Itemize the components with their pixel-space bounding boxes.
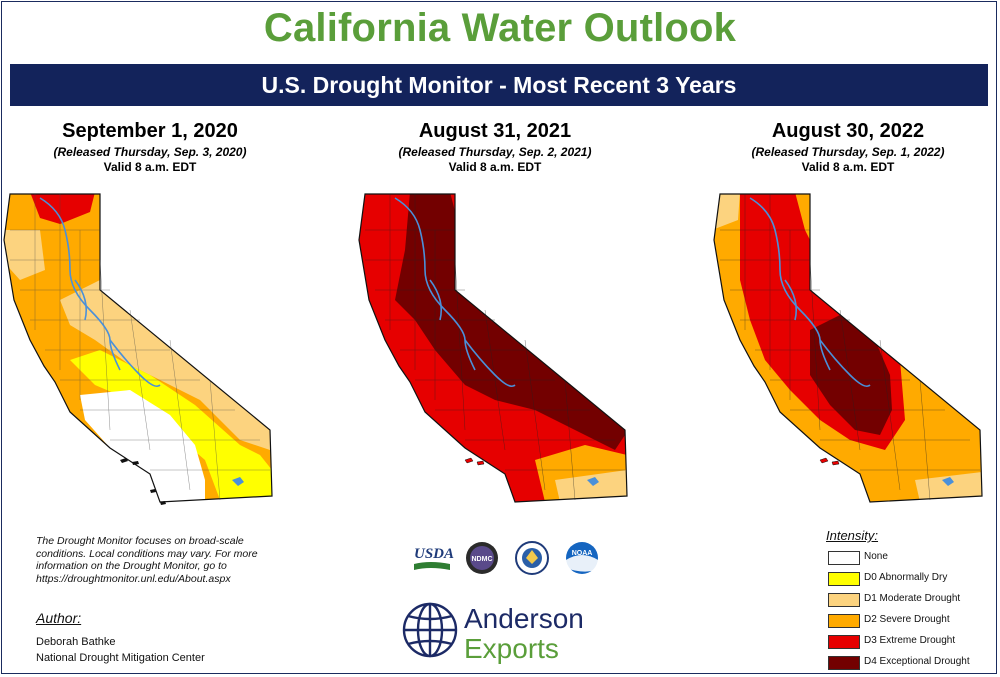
map-2020-released: (Released Thursday, Sep. 3, 2020) [53,145,247,159]
author-heading: Author: [36,610,82,626]
channel-islands [464,457,485,466]
legend-heading: Intensity: [826,528,879,543]
map-2022-released: (Released Thursday, Sep. 1, 2022) [751,145,945,159]
state-outline [713,193,983,503]
map-2021-released: (Released Thursday, Sep. 2, 2021) [398,145,592,159]
d1-moderate-region [915,472,982,502]
legend-swatch [828,593,860,607]
noaa-logo: NOAA [566,542,598,574]
map-2022 [713,193,983,503]
legend-label: None [864,551,888,562]
legend-swatch [828,551,860,565]
subtitle-banner: U.S. Drought Monitor - Most Recent 3 Yea… [10,64,988,106]
map-2021-heading: August 31, 2021 (Released Thursday, Sep.… [345,120,645,174]
drought-monitor-note: The Drought Monitor focuses on broad-sca… [36,535,258,585]
ndmc-logo-text: NDMC [472,556,493,563]
usda-logo-text: USDA [414,546,454,562]
usda-logo: USDA [414,546,454,570]
partner-logos: USDA NDMC NOAA [414,541,598,575]
legend-swatch [828,572,860,586]
channel-islands [819,457,840,466]
salton-sea [942,477,954,486]
map-2020-heading: September 1, 2020 (Released Thursday, Se… [0,120,300,174]
legend-item-d0: D0 Abnormally Dry [826,570,996,591]
commerce-seal-icon [515,541,549,575]
map-2020-date: September 1, 2020 [62,120,238,142]
d1-moderate-region [60,280,270,450]
d3-extreme-region [30,194,95,224]
d1-moderate-region [4,230,45,280]
state-outline [358,193,628,503]
legend-label: D0 Abnormally Dry [864,572,948,583]
legend-label: D4 Exceptional Drought [864,656,970,667]
legend-item-none: None [826,549,996,570]
anderson-exports-logo: Anderson Exports [402,602,584,664]
page-title: California Water Outlook [263,6,737,50]
map-2022-heading: August 30, 2022 (Released Thursday, Sep.… [698,120,998,174]
map-2022-date: August 30, 2022 [771,120,925,142]
channel-islands [120,458,166,505]
map-2021-valid: Valid 8 a.m. EDT [448,160,542,174]
legend-item-d2: D2 Severe Drought [826,612,996,633]
legend-item-d1: D1 Moderate Drought [826,591,996,612]
no-drought-region [80,390,205,502]
legend-label: D2 Severe Drought [864,614,950,625]
map-2020-valid: Valid 8 a.m. EDT [103,160,197,174]
rivers [749,197,871,388]
author-name: Deborah Bathke [36,636,116,648]
legend-label: D3 Extreme Drought [864,635,956,646]
legend-swatch [828,614,860,628]
map-2020 [3,193,273,505]
county-lines [365,194,625,501]
rivers [394,197,516,388]
author-block: Deborah Bathke National Drought Mitigati… [36,634,205,666]
legend-item-d4: D4 Exceptional Drought [826,654,996,675]
state-outline [3,193,273,503]
brand-name-line1: Anderson [464,603,584,634]
map-2021 [358,193,628,503]
author-org: National Drought Mitigation Center [36,652,205,664]
intensity-legend: Intensity: None D0 Abnormally Dry D1 Mod… [826,528,996,675]
ndmc-logo: NDMC [466,542,498,574]
map-2022-valid: Valid 8 a.m. EDT [801,160,895,174]
salton-sea [232,477,244,486]
legend-swatch [828,635,860,649]
noaa-logo-text: NOAA [572,550,593,557]
legend-item-d3: D3 Extreme Drought [826,633,996,654]
rivers [39,197,161,388]
legend-label: D1 Moderate Drought [864,593,961,604]
salton-sea [587,477,599,486]
map-2021-date: August 31, 2021 [418,120,572,142]
globe-icon [402,602,458,658]
legend-swatch [828,656,860,670]
brand-name-line2: Exports [464,633,559,664]
